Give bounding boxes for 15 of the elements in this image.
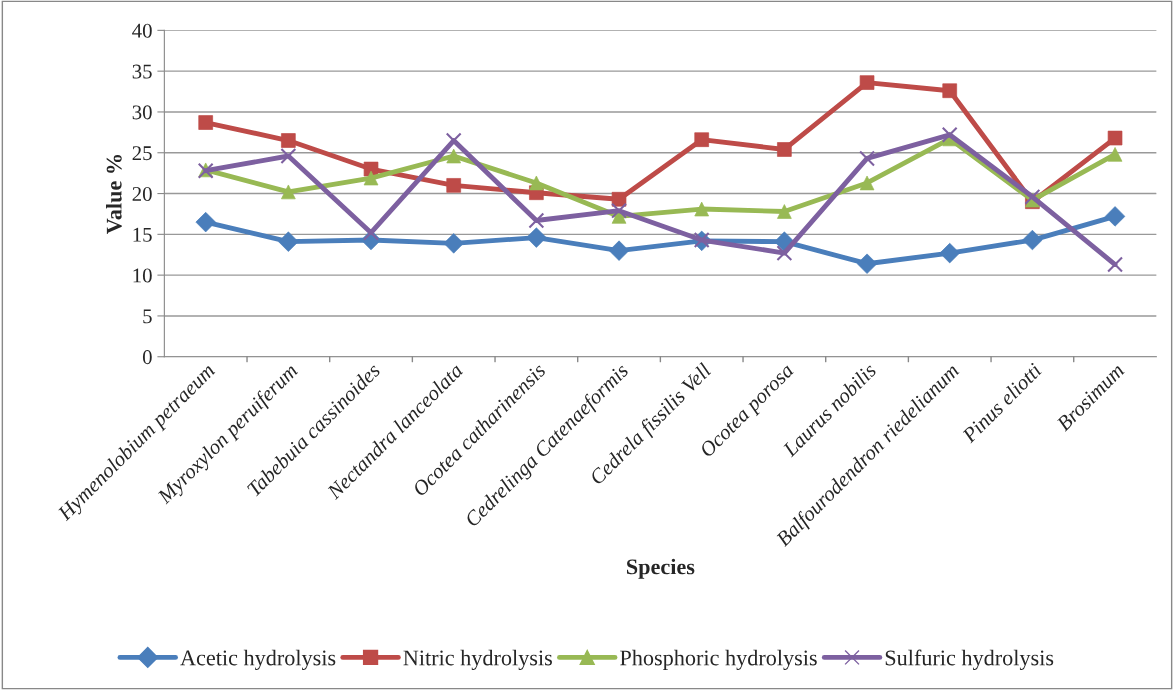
legend-label: Phosphoric hydrolysis [620,649,817,670]
x-axis-title: Species [626,558,695,579]
y-tick-label: 5 [143,309,152,324]
y-tick-label: 15 [133,227,152,242]
y-tick-label: 40 [132,23,152,38]
y-tick-label: 25 [132,146,152,161]
y-tick-label: 0 [142,350,152,365]
y-tick-label: 20 [132,186,152,201]
legend-label: Sulfuric hydrolysis [885,649,1054,670]
y-tick-label: 30 [132,105,152,120]
legend-label: Acetic hydrolysis [180,649,336,670]
legend-label: Nitric hydrolysis [403,649,552,670]
y-tick-label: 35 [132,64,152,79]
y-tick-label: 10 [133,268,152,283]
y-axis-title: Value % [106,154,122,234]
